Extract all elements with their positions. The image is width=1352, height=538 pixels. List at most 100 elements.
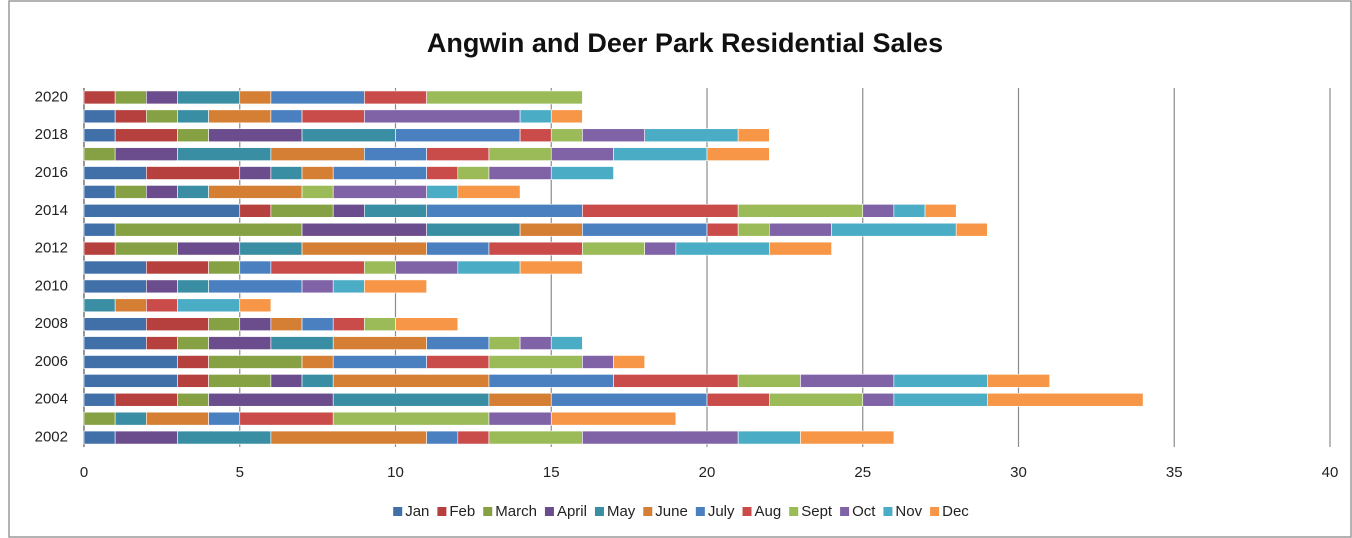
chart-title: Angwin and Deer Park Residential Sales (427, 28, 943, 58)
bar-segment (114, 430, 178, 445)
bar-segment (270, 430, 427, 445)
bar-segment (301, 374, 334, 388)
legend-swatch (643, 507, 653, 516)
bar-segment (332, 411, 490, 426)
bar-segment (146, 166, 241, 180)
legend-label: Oct (852, 503, 876, 520)
bar-segment (426, 355, 490, 369)
bar-segment (146, 185, 178, 199)
bar-segment (550, 411, 677, 426)
bar-segment (177, 90, 241, 105)
bar-segment (332, 279, 365, 294)
x-tick-label: 40 (1322, 464, 1339, 481)
bar-segment (768, 392, 864, 407)
bar-segment (301, 317, 334, 331)
bar-segment (364, 147, 427, 161)
bar-segment (768, 241, 832, 256)
bar-segment (83, 317, 147, 331)
bar-segment (364, 279, 427, 294)
bar-segment (146, 411, 209, 426)
bar-segment (301, 128, 396, 143)
y-tick-label: 2012 (35, 240, 68, 257)
bar-segment (83, 147, 116, 161)
bar-segment (239, 411, 334, 426)
bar-segment (426, 336, 490, 350)
bar-segment (83, 241, 116, 256)
bar-segment (83, 204, 241, 218)
bar-segment (114, 411, 147, 426)
bar-segment (83, 392, 116, 407)
y-tick-label: 2002 (35, 429, 68, 446)
bar-segment (208, 279, 303, 294)
bar-segment (582, 430, 739, 445)
bar-segment (177, 241, 241, 256)
bar-segment (644, 241, 677, 256)
bar-segment (114, 222, 303, 237)
bar-segment (83, 109, 116, 124)
bar-segment (146, 298, 178, 313)
bar-segment (582, 128, 646, 143)
bar-segment (800, 430, 895, 445)
bar-segment (644, 128, 739, 143)
bar-segment (426, 185, 459, 199)
bar-segment (208, 392, 334, 407)
legend-label: Dec (942, 503, 969, 520)
legend-swatch (930, 507, 940, 516)
legend-swatch (789, 507, 799, 516)
bar-segment (239, 298, 272, 313)
x-tick-label: 25 (854, 464, 871, 481)
y-tick-label: 2004 (35, 391, 68, 408)
bar-segment (706, 147, 770, 161)
bar-segment (457, 430, 490, 445)
bar-segment (426, 204, 583, 218)
bar-segment (83, 128, 116, 143)
bar-segment (364, 204, 427, 218)
bar-segment (270, 336, 334, 350)
legend-label: June (655, 503, 688, 520)
bar-segment (488, 374, 614, 388)
bar-segment (146, 90, 178, 105)
bar-segment (270, 90, 365, 105)
bar-segment (987, 392, 1144, 407)
y-tick-label: 2020 (35, 88, 68, 105)
bar-segment (332, 185, 427, 199)
bar-segment (270, 374, 303, 388)
bar-segment (550, 166, 614, 180)
bar-segment (488, 430, 583, 445)
bar-segment (208, 109, 272, 124)
bar-segment (208, 336, 272, 350)
bar-segment (114, 392, 178, 407)
bar-segment (239, 204, 272, 218)
bar-segment (270, 204, 334, 218)
legend-swatch (742, 507, 752, 516)
bar-segment (208, 411, 241, 426)
bar-segment (550, 128, 583, 143)
y-tick-label: 2018 (35, 126, 68, 143)
bar-segment (426, 241, 490, 256)
bar-segment (177, 109, 209, 124)
x-tick-label: 0 (80, 464, 88, 481)
bar-segment (582, 355, 614, 369)
bar-segment (332, 392, 490, 407)
bar-segment (488, 336, 521, 350)
legend-label: Jan (405, 503, 429, 520)
bar-segment (332, 374, 490, 388)
bar-segment (987, 374, 1050, 388)
bar-segment (146, 260, 209, 275)
bar-segment (114, 241, 178, 256)
legend-label: March (495, 503, 537, 520)
legend-swatch (544, 507, 554, 516)
bar-segment (613, 147, 708, 161)
bar-segment (332, 336, 427, 350)
bar-segment (239, 241, 303, 256)
legend-label: May (607, 503, 636, 520)
bar-segment (519, 260, 583, 275)
bar-segment (364, 90, 427, 105)
bar-segment (208, 260, 241, 275)
legend-label: April (557, 503, 587, 520)
bar-segment (364, 317, 396, 331)
bar-segment (924, 204, 957, 218)
bar-segment (270, 260, 365, 275)
bar-segment (177, 392, 209, 407)
